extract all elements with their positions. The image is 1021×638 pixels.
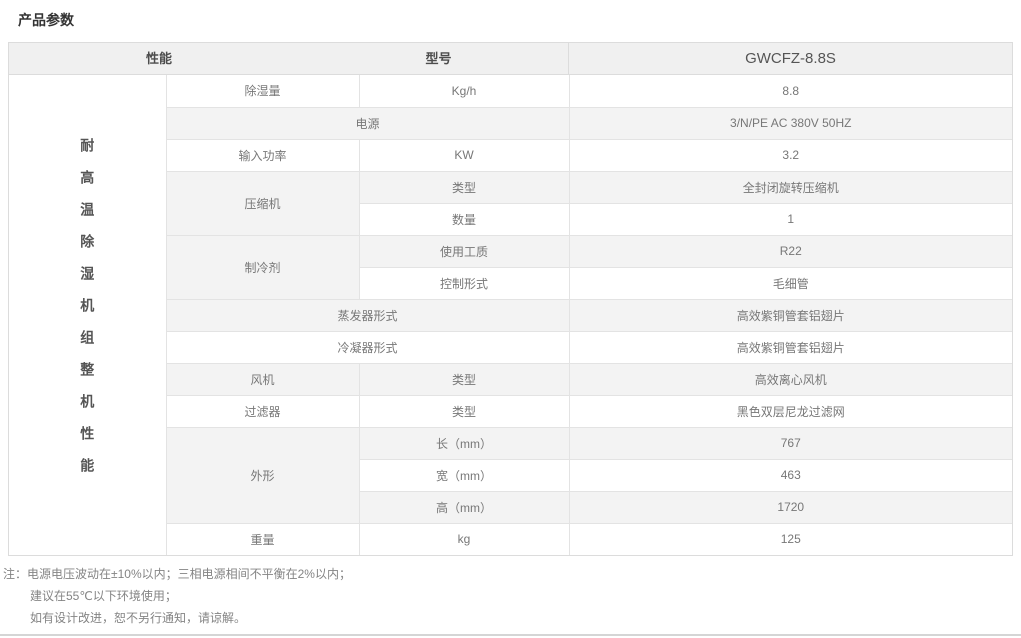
side-label-cell: 耐高温除湿机组整机性能	[8, 74, 167, 556]
table-row: 输入功率 KW 3.2	[9, 138, 1013, 172]
note-line: 如有设计改进，恕不另行通知，请谅解。	[30, 611, 247, 625]
page-title: 产品参数	[18, 12, 74, 28]
spec-table-container: 性能 型号 GWCFZ-8.8S 耐高温除湿机组整机性能 除湿量 Kg/h 8.…	[8, 42, 1013, 556]
cell-value: R22	[568, 234, 1013, 268]
cell-value: 3/N/PE AC 380V 50HZ	[568, 106, 1013, 140]
cell-value: 毛细管	[568, 266, 1013, 300]
table-header-row: 性能 型号 GWCFZ-8.8S	[9, 43, 1012, 75]
cell-sub: 控制形式	[358, 266, 570, 300]
cell-value: 黑色双层尼龙过滤网	[568, 394, 1013, 428]
spec-table: 耐高温除湿机组整机性能 除湿量 Kg/h 8.8 电源 3/N/PE AC 38…	[8, 74, 1013, 556]
table-row: 耐高温除湿机组整机性能 除湿量 Kg/h 8.8	[8, 74, 1013, 556]
cell-value: 463	[568, 458, 1013, 492]
cell-sub: KW	[358, 138, 570, 172]
cell-value: 8.8	[568, 74, 1013, 108]
table-row: 风机 类型 高效离心风机	[9, 362, 1013, 396]
cell-sub: Kg/h	[358, 74, 570, 108]
cell-value: 高效紫铜管套铝翅片	[568, 330, 1013, 364]
header-performance: 性能	[145, 51, 172, 66]
cell-param: 风机	[165, 362, 360, 396]
cell-value: 高效紫铜管套铝翅片	[568, 298, 1013, 332]
table-row: 电源 3/N/PE AC 380V 50HZ	[9, 106, 1013, 140]
cell-param-merged: 蒸发器形式	[165, 298, 570, 332]
table-row: 宽（mm） 463	[9, 458, 1013, 492]
cell-group: 制冷剂	[165, 234, 360, 300]
bottom-divider	[0, 634, 1021, 636]
cell-sub: 长（mm）	[358, 426, 570, 460]
table-row: 外形 长（mm） 767	[9, 426, 1013, 524]
cell-sub: 类型	[358, 170, 570, 204]
cell-param: 重量	[165, 522, 360, 556]
cell-sub: 宽（mm）	[358, 458, 570, 492]
table-row: 压缩机 类型 全封闭旋转压缩机	[9, 170, 1013, 236]
cell-value: 1	[568, 202, 1013, 236]
cell-param: 除湿量	[165, 74, 360, 108]
header-model: 型号	[309, 43, 569, 74]
table-row: 蒸发器形式 高效紫铜管套铝翅片	[9, 298, 1013, 332]
cell-value: 3.2	[568, 138, 1013, 172]
cell-sub: 高（mm）	[358, 490, 570, 524]
table-row: 控制形式 毛细管	[9, 266, 1013, 300]
table-row: 数量 1	[9, 202, 1013, 236]
cell-sub: 使用工质	[358, 234, 570, 268]
cell-value: 全封闭旋转压缩机	[568, 170, 1013, 204]
cell-sub: 数量	[358, 202, 570, 236]
cell-value: 125	[568, 522, 1013, 556]
side-label: 耐高温除湿机组整机性能	[79, 137, 96, 490]
cell-value: 767	[568, 426, 1013, 460]
cell-group: 外形	[165, 426, 360, 524]
note-text: 电源电压波动在±10%以内；三相电源相间不平衡在2%以内；	[27, 567, 351, 581]
cell-param-merged: 电源	[165, 106, 570, 140]
note-line: 建议在55℃以下环境使用；	[30, 589, 177, 603]
header-model-value: GWCFZ-8.8S	[745, 50, 836, 67]
cell-param-merged: 冷凝器形式	[165, 330, 570, 364]
cell-group: 压缩机	[165, 170, 360, 236]
note-label: 注：	[3, 567, 28, 581]
table-row: 重量 kg 125	[9, 522, 1013, 556]
cell-sub: 类型	[358, 394, 570, 428]
cell-param: 过滤器	[165, 394, 360, 428]
cell-value: 高效离心风机	[568, 362, 1013, 396]
cell-value: 1720	[568, 490, 1013, 524]
cell-sub: 类型	[358, 362, 570, 396]
cell-param: 输入功率	[165, 138, 360, 172]
cell-sub: kg	[358, 522, 570, 556]
note-line: 注： 电源电压波动在±10%以内；三相电源相间不平衡在2%以内；	[3, 563, 1021, 585]
notes: 注： 电源电压波动在±10%以内；三相电源相间不平衡在2%以内； 建议在55℃以…	[3, 563, 1021, 629]
